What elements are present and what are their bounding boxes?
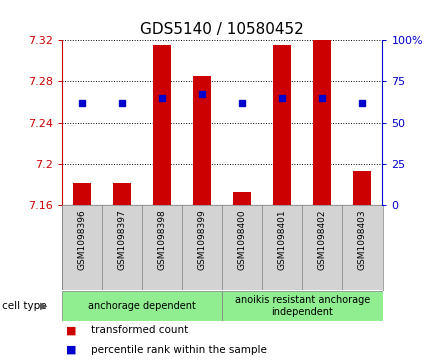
Text: ■: ■ xyxy=(66,326,76,335)
Text: GSM1098396: GSM1098396 xyxy=(77,209,86,270)
Bar xyxy=(313,40,332,205)
Text: GSM1098397: GSM1098397 xyxy=(117,209,126,270)
Text: transformed count: transformed count xyxy=(91,326,189,335)
Text: percentile rank within the sample: percentile rank within the sample xyxy=(91,344,267,355)
Bar xyxy=(222,291,382,321)
Text: cell type: cell type xyxy=(2,301,47,311)
Text: ■: ■ xyxy=(66,344,76,355)
Text: GSM1098398: GSM1098398 xyxy=(157,209,167,270)
Text: GSM1098403: GSM1098403 xyxy=(358,209,367,270)
Bar xyxy=(233,192,251,205)
Bar xyxy=(113,183,131,205)
Bar xyxy=(62,291,222,321)
Text: ▶: ▶ xyxy=(40,301,47,311)
Text: anoikis resistant anchorage
independent: anoikis resistant anchorage independent xyxy=(235,295,370,317)
Text: GSM1098402: GSM1098402 xyxy=(318,209,327,270)
Text: GSM1098401: GSM1098401 xyxy=(278,209,287,270)
Bar xyxy=(354,171,371,205)
Bar xyxy=(193,76,211,205)
Bar xyxy=(153,45,171,205)
Bar xyxy=(73,183,91,205)
Title: GDS5140 / 10580452: GDS5140 / 10580452 xyxy=(140,23,304,37)
Text: GSM1098399: GSM1098399 xyxy=(198,209,207,270)
Bar xyxy=(273,45,291,205)
Text: GSM1098400: GSM1098400 xyxy=(238,209,246,270)
Text: anchorage dependent: anchorage dependent xyxy=(88,301,196,311)
